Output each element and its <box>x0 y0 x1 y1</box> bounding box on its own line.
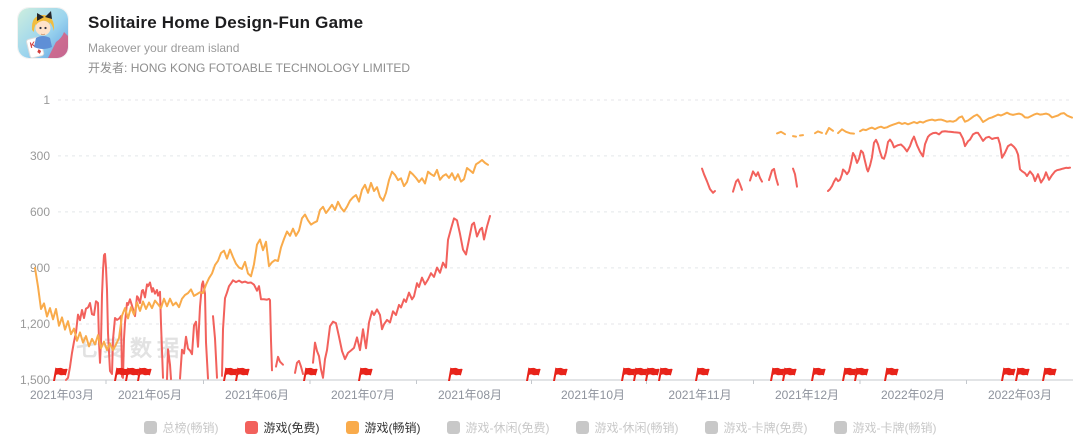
event-flag-icon[interactable] <box>53 367 68 382</box>
series-line-2[interactable] <box>814 130 823 135</box>
legend-label: 游戏(畅销) <box>364 420 421 435</box>
legend-swatch <box>446 420 460 434</box>
legend-item-1[interactable]: 总榜(畅销) <box>143 419 219 436</box>
x-tick-label: 2022年02月 <box>881 388 945 402</box>
y-tick-label: 900 <box>30 261 50 275</box>
event-flag-icon[interactable] <box>854 367 869 382</box>
series-line-2[interactable] <box>792 135 797 138</box>
event-flag-icon[interactable] <box>645 367 660 382</box>
developer-name: HONG KONG FOTOABLE TECHNOLOGY LIMITED <box>130 61 411 75</box>
y-tick-label: 300 <box>30 149 50 163</box>
legend-label: 总榜(畅销) <box>162 420 219 435</box>
legend-item-2[interactable]: 游戏(免费) <box>244 419 320 436</box>
legend-swatch <box>575 420 589 434</box>
legend-item-3[interactable]: 游戏(畅销) <box>345 419 421 436</box>
event-flag-icon[interactable] <box>658 367 673 382</box>
app-subtitle: Makeover your dream island <box>88 41 240 55</box>
series-line-2[interactable] <box>837 128 855 135</box>
series-line-1[interactable] <box>312 215 491 379</box>
series-line-2[interactable] <box>859 111 1073 133</box>
legend-item-4[interactable]: 游戏-休闲(免费) <box>446 419 550 436</box>
event-flag-icon[interactable] <box>884 367 899 382</box>
event-flag-icon[interactable] <box>1015 367 1030 382</box>
event-flag-icon[interactable] <box>125 367 140 382</box>
series-line-1[interactable] <box>732 178 743 193</box>
app-icon-image: K <box>18 8 68 58</box>
event-flag-icon[interactable] <box>553 367 568 382</box>
legend-label: 游戏-休闲(免费) <box>465 420 550 435</box>
series-line-1[interactable] <box>166 348 172 381</box>
series-line-1[interactable] <box>221 279 273 377</box>
y-tick-label: 600 <box>30 205 50 219</box>
legend-swatch <box>704 420 718 434</box>
legend-swatch <box>244 420 258 434</box>
series-line-2[interactable] <box>34 159 489 352</box>
event-flag-icon[interactable] <box>811 367 826 382</box>
app-meta: Solitaire Home Design-Fun Game Makeover … <box>88 8 410 76</box>
x-tick-label: 2021年07月 <box>331 388 395 402</box>
legend-label: 游戏-休闲(畅销) <box>594 420 679 435</box>
event-flag-icon[interactable] <box>235 367 250 382</box>
y-tick-label: 1 <box>43 93 50 107</box>
event-flag-icon[interactable] <box>114 367 129 382</box>
x-tick-label: 2021年08月 <box>438 388 502 402</box>
event-flag-icon[interactable] <box>303 367 318 382</box>
legend-label: 游戏(免费) <box>263 420 320 435</box>
developer-label: 开发者: <box>88 61 128 75</box>
legend-label: 游戏-卡牌(免费) <box>723 420 808 435</box>
series-line-1[interactable] <box>827 130 1071 192</box>
series-line-1[interactable] <box>792 167 798 188</box>
app-title[interactable]: Solitaire Home Design-Fun Game <box>88 13 364 32</box>
event-flag-icon[interactable] <box>770 367 785 382</box>
event-flag-icon[interactable] <box>448 367 463 382</box>
x-tick-label: 2022年03月 <box>988 388 1052 402</box>
series-line-2[interactable] <box>825 127 834 135</box>
event-flag-icon[interactable] <box>137 367 152 382</box>
svg-text:K: K <box>29 40 37 50</box>
series-line-2[interactable] <box>776 130 786 136</box>
series-line-1[interactable] <box>768 167 779 186</box>
legend-swatch <box>143 420 157 434</box>
rank-trend-chart[interactable]: 1 300 600 900 1,200 1,500 2021年03月 2021年05月 2021… <box>0 85 1080 415</box>
x-tick-label: 2021年10月 <box>561 388 625 402</box>
series-line-1[interactable] <box>275 355 284 368</box>
legend-item-5[interactable]: 游戏-休闲(畅销) <box>575 419 679 436</box>
series-line-1[interactable] <box>294 359 304 375</box>
x-tick-label: 2021年03月 <box>30 388 94 402</box>
event-flag-icon[interactable] <box>526 367 541 382</box>
event-flag-icon[interactable] <box>1042 367 1057 382</box>
x-tick-label: 2021年06月 <box>225 388 289 402</box>
event-flag-icon[interactable] <box>1001 367 1016 382</box>
x-tick-label: 2021年05月 <box>118 388 182 402</box>
event-flag-icon[interactable] <box>842 367 857 382</box>
legend-item-6[interactable]: 游戏-卡牌(免费) <box>704 419 808 436</box>
app-icon[interactable]: K <box>18 8 68 58</box>
event-flag-icon[interactable] <box>695 367 710 382</box>
legend-label: 游戏-卡牌(畅销) <box>852 420 937 435</box>
legend-swatch <box>833 420 847 434</box>
event-flag-icon[interactable] <box>782 367 797 382</box>
chart-legend: 总榜(畅销) 游戏(免费) 游戏(畅销) 游戏-休闲(免费) 游戏-休闲(畅销) 游戏-卡… <box>0 417 1080 437</box>
event-flag-icon[interactable] <box>633 367 648 382</box>
app-developer: 开发者: HONG KONG FOTOABLE TECHNOLOGY LIMIT… <box>88 59 410 76</box>
series-line-1[interactable] <box>212 315 218 379</box>
series-line-1[interactable] <box>749 170 763 183</box>
event-flag-icon[interactable] <box>358 367 373 382</box>
y-tick-label: 1,500 <box>20 373 50 387</box>
event-flag-icon[interactable] <box>223 367 238 382</box>
x-tick-label: 2021年12月 <box>775 388 839 402</box>
series-line-1[interactable] <box>701 167 716 194</box>
app-header: K Solitaire Home Design-Fun Game Makeove… <box>18 8 410 76</box>
legend-swatch <box>345 420 359 434</box>
event-flag-icon[interactable] <box>621 367 636 382</box>
x-tick-label: 2021年11月 <box>668 388 731 402</box>
y-tick-label: 1,200 <box>20 317 50 331</box>
series-line-1[interactable] <box>65 252 164 381</box>
legend-item-7[interactable]: 游戏-卡牌(畅销) <box>833 419 937 436</box>
